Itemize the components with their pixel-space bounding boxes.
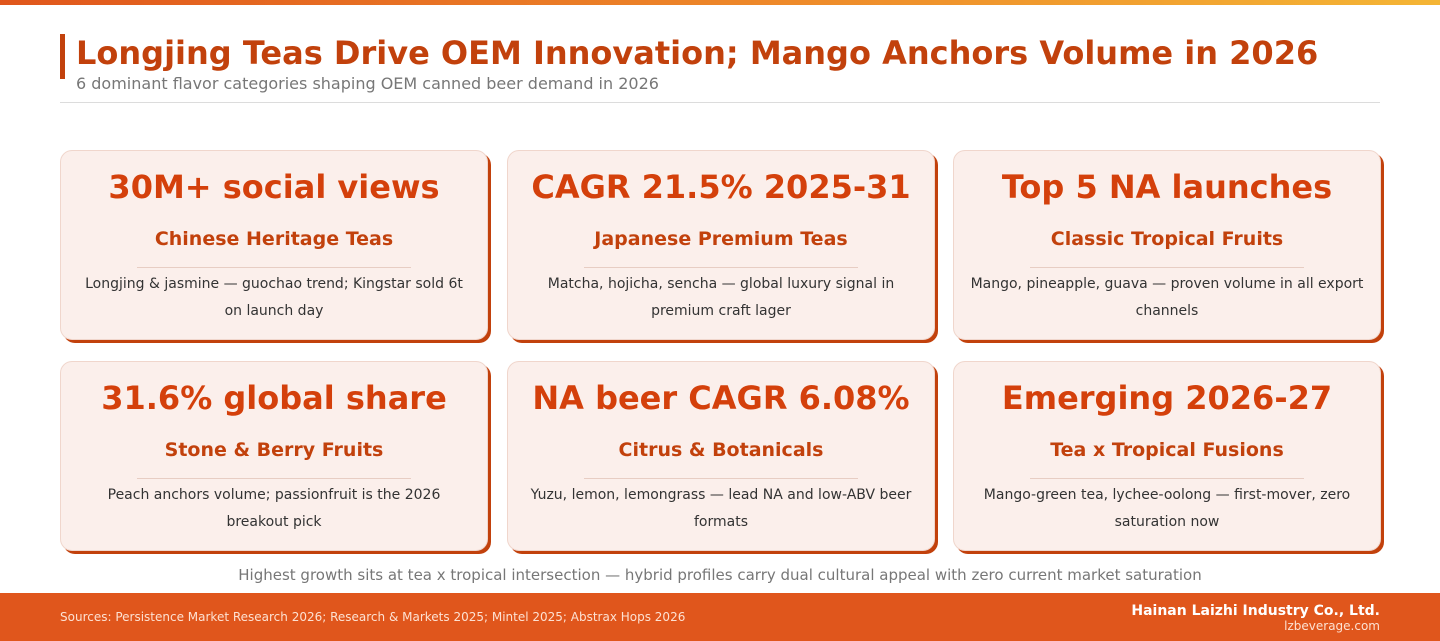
header: Longjing Teas Drive OEM Innovation; Mang… bbox=[60, 34, 1380, 103]
card-category: Japanese Premium Teas bbox=[594, 228, 848, 250]
top-accent-bar bbox=[0, 0, 1440, 5]
website-link[interactable]: lzbeverage.com bbox=[1284, 619, 1380, 633]
card-stat: Emerging 2026-27 bbox=[1001, 379, 1333, 417]
card-category: Chinese Heritage Teas bbox=[154, 228, 394, 250]
card-category: Tea x Tropical Fusions bbox=[1050, 439, 1284, 461]
flavor-card: 31.6% global share Stone & Berry Fruits … bbox=[60, 361, 488, 551]
card-divider bbox=[584, 478, 858, 479]
card-stat: NA beer CAGR 6.08% bbox=[532, 379, 910, 417]
page-subtitle: 6 dominant flavor categories shaping OEM… bbox=[76, 74, 659, 93]
sources-text: Sources: Persistence Market Research 202… bbox=[60, 610, 686, 624]
card-divider bbox=[137, 267, 411, 268]
card-divider bbox=[137, 478, 411, 479]
footer: Sources: Persistence Market Research 202… bbox=[0, 593, 1440, 641]
card-divider bbox=[1030, 478, 1304, 479]
title-accent-bar bbox=[60, 34, 65, 79]
card-stat: Top 5 NA launches bbox=[1001, 168, 1333, 206]
flavor-card: Top 5 NA launches Classic Tropical Fruit… bbox=[953, 150, 1381, 340]
card-category: Citrus & Botanicals bbox=[618, 439, 824, 461]
card-description: Peach anchors volume; passionfruit is th… bbox=[107, 487, 441, 530]
page-title: Longjing Teas Drive OEM Innovation; Mang… bbox=[76, 34, 1319, 72]
flavor-card: NA beer CAGR 6.08% Citrus & Botanicals Y… bbox=[507, 361, 935, 551]
flavor-card: CAGR 21.5% 2025-31 Japanese Premium Teas… bbox=[507, 150, 935, 340]
card-stat: CAGR 21.5% 2025-31 bbox=[531, 168, 911, 206]
card-category: Classic Tropical Fruits bbox=[1050, 228, 1284, 250]
card-category: Stone & Berry Fruits bbox=[164, 439, 384, 461]
card-stat: 30M+ social views bbox=[108, 168, 440, 206]
company-name: Hainan Laizhi Industry Co., Ltd. bbox=[1131, 603, 1380, 619]
flavor-card: 30M+ social views Chinese Heritage Teas … bbox=[60, 150, 488, 340]
card-description: Yuzu, lemon, lemongrass — lead NA and lo… bbox=[530, 487, 912, 530]
card-divider bbox=[1030, 267, 1304, 268]
footnote: Highest growth sits at tea x tropical in… bbox=[238, 566, 1202, 584]
card-divider bbox=[584, 267, 858, 268]
card-description: Matcha, hojicha, sencha — global luxury … bbox=[547, 276, 895, 319]
card-description: Mango-green tea, lychee-oolong — first-m… bbox=[983, 487, 1351, 530]
flavor-card: Emerging 2026-27 Tea x Tropical Fusions … bbox=[953, 361, 1381, 551]
card-description: Mango, pineapple, guava — proven volume … bbox=[970, 276, 1364, 319]
card-description: Longjing & jasmine — guochao trend; King… bbox=[85, 276, 463, 319]
card-stat: 31.6% global share bbox=[101, 379, 447, 417]
